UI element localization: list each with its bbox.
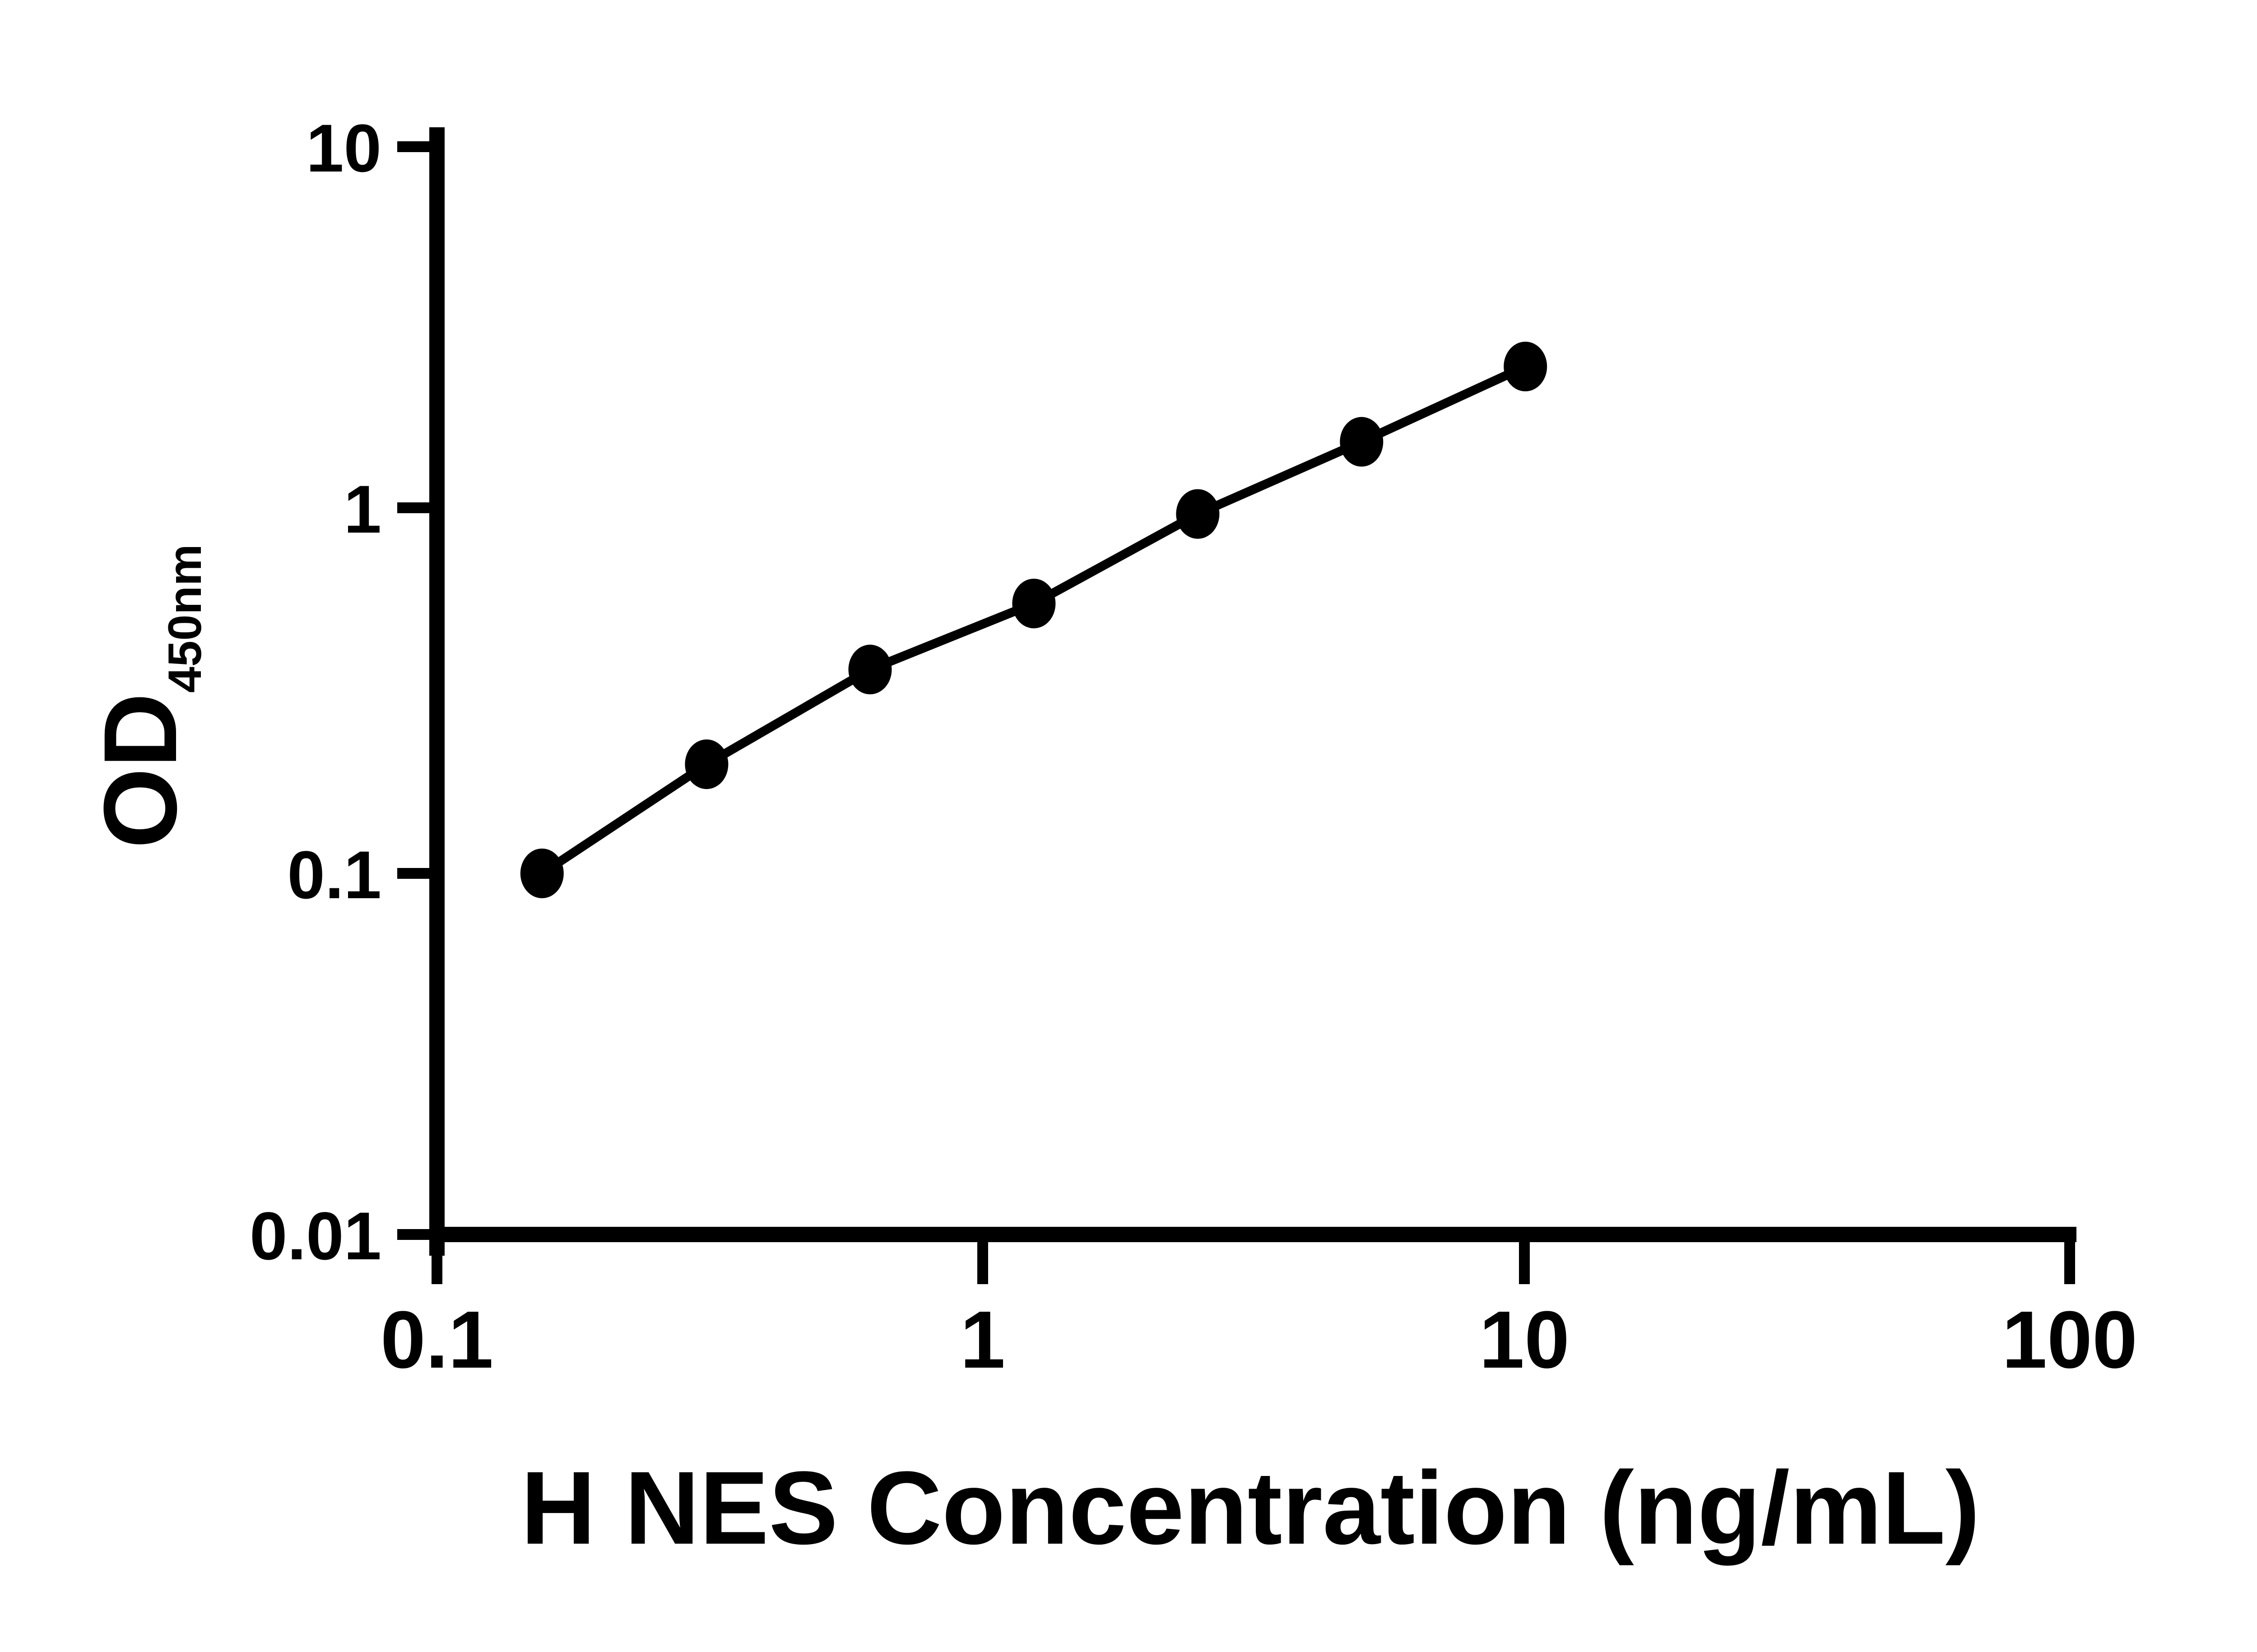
data-point-1 [685, 739, 729, 789]
data-point-5 [1340, 417, 1384, 467]
x-tick-label-0.1: 0.1 [381, 1295, 493, 1385]
svg-text:OD450nm: OD450nm [82, 544, 211, 849]
x-axis-tick-labels: 0.1 1 10 100 [381, 1295, 2137, 1385]
y-tick-label-10: 10 [306, 110, 381, 186]
x-axis-ticks [432, 1234, 2075, 1284]
y-tick-label-1: 1 [344, 471, 381, 547]
data-point-0 [520, 849, 564, 898]
data-point-2 [848, 645, 892, 695]
y-axis-ticks [397, 141, 437, 1240]
x-tick-label-10: 10 [1479, 1295, 1570, 1385]
data-point-3 [1012, 579, 1056, 629]
y-axis-title: OD450nm [82, 544, 211, 849]
y-tick-label-0.1: 0.1 [287, 837, 381, 913]
y-axis-tick-labels: 10 1 0.1 0.01 [250, 110, 381, 1274]
x-tick-label-100: 100 [2002, 1295, 2137, 1385]
data-series-h-nes [520, 342, 1547, 898]
data-point-6 [1504, 342, 1547, 391]
x-axis-title: H NES Concentration (ng/mL) [521, 1450, 1980, 1566]
series-markers [520, 342, 1547, 898]
y-axis-title-subscript: 450nm [159, 544, 211, 693]
data-point-4 [1176, 489, 1220, 539]
axis-spines [429, 127, 2076, 1256]
x-tick-label-1: 1 [960, 1295, 1005, 1385]
y-tick-label-0.01: 0.01 [250, 1198, 381, 1274]
y-axis-title-main: OD [82, 693, 198, 849]
